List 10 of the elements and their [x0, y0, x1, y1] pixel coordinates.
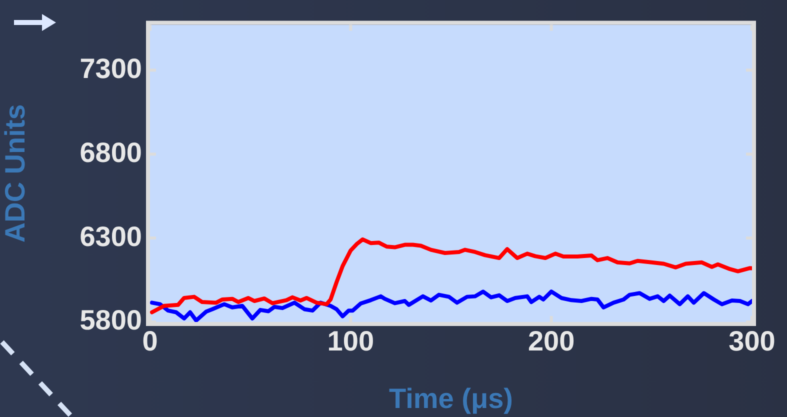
x-tick-label: 0: [142, 326, 158, 357]
y-tick-label: 6800: [80, 136, 142, 168]
y-axis-title: ADC Units: [0, 104, 31, 243]
y-tick-label: 5800: [80, 304, 142, 336]
x-tick-label: 100: [327, 326, 374, 357]
x-tick-label: 300: [728, 326, 776, 357]
y-tick-label: 7300: [80, 52, 142, 84]
y-tick-label: 6300: [80, 220, 142, 252]
x-axis-title: Time (μs): [389, 382, 513, 414]
x-tick-label: 200: [528, 326, 575, 357]
